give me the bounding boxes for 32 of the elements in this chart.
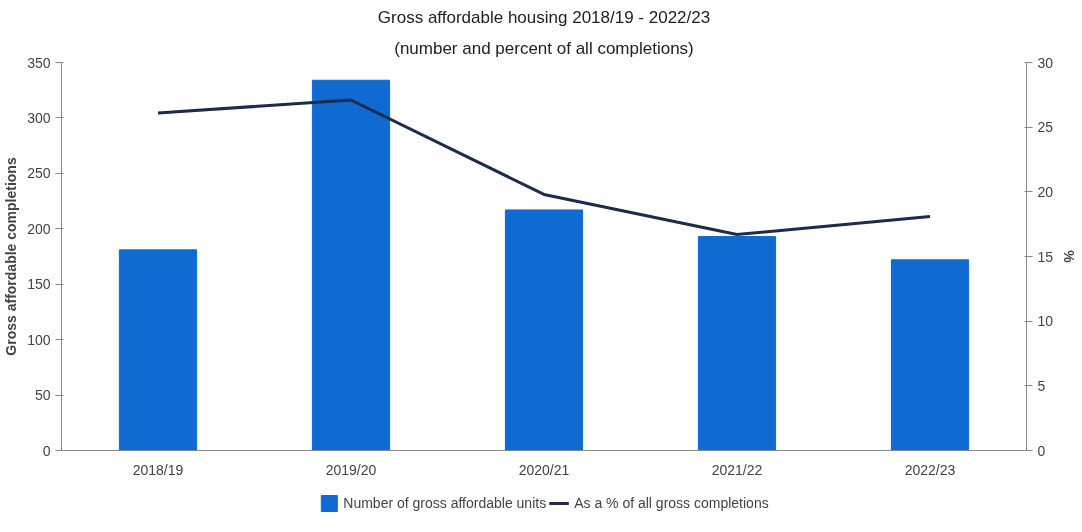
y2-tick-label: 15 (1037, 248, 1054, 265)
y2-tick-label: 5 (1037, 377, 1046, 394)
x-tick-label: 2018/19 (132, 461, 184, 478)
legend-label: Number of gross affordable units (343, 494, 547, 511)
x-tick-label: 2022/23 (904, 461, 956, 478)
x-tick-label: 2020/21 (518, 461, 570, 478)
line-series (156, 98, 932, 237)
y2-tick-label: 10 (1037, 313, 1054, 330)
bar (311, 79, 391, 451)
y-tick-label: 100 (27, 331, 51, 348)
y-axis-title: Gross affordable completions (3, 157, 20, 356)
y2-tick-label: 20 (1037, 183, 1054, 200)
y2-axis-title: % (1061, 250, 1078, 264)
y-tick-label: 200 (27, 220, 51, 237)
y-tick-label: 350 (27, 54, 51, 71)
bar (118, 249, 198, 451)
chart-title: Gross affordable housing 2018/19 - 2022/23 (377, 7, 711, 27)
bar (890, 259, 970, 451)
y-tick-label: 0 (42, 442, 51, 459)
y-tick-label: 250 (27, 165, 51, 182)
x-tick-label: 2021/22 (711, 461, 763, 478)
y-tick-label: 150 (27, 276, 51, 293)
x-tick-label: 2019/20 (325, 461, 377, 478)
y-tick-label: 300 (27, 109, 51, 126)
y2-tick-label: 25 (1037, 119, 1054, 136)
bar (697, 236, 777, 451)
y2-tick-label: 30 (1037, 54, 1054, 71)
legend-label: As a % of all gross completions (574, 494, 769, 511)
chart-subtitle: (number and percent of all completions) (394, 38, 694, 58)
y-tick-label: 50 (34, 387, 51, 404)
bar (504, 209, 584, 451)
y2-tick-label: 0 (1037, 442, 1046, 459)
